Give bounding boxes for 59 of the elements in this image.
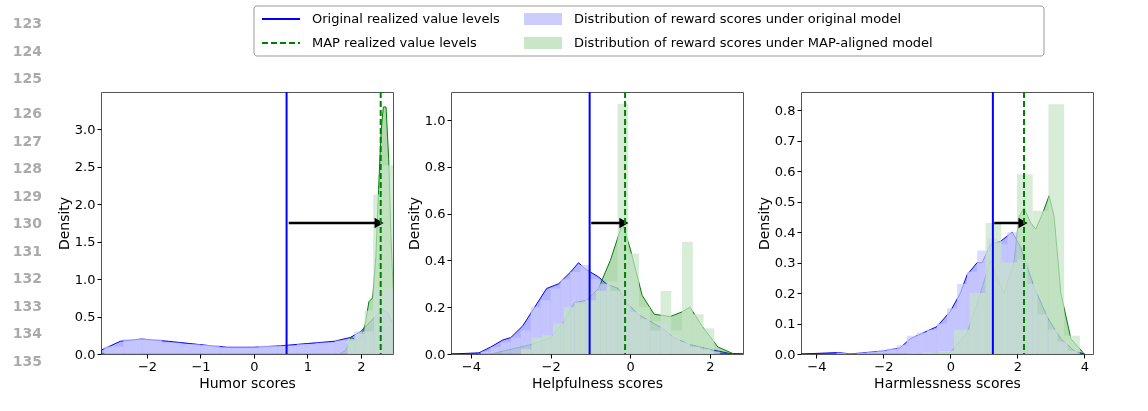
y-tick-label: 2.5	[74, 159, 96, 175]
y-axis-title: Density	[55, 196, 72, 251]
x-axis-title: Harmlessness scores	[874, 374, 1021, 391]
x-tick-label: −1	[191, 358, 211, 374]
text: 127	[12, 132, 42, 149]
y-tick-label: 0.6	[774, 163, 796, 179]
x-axis-title: Humor scores	[199, 374, 296, 391]
x-tick-label: 4	[1080, 358, 1089, 374]
y-tick-label: 0.3	[774, 255, 796, 271]
x-tick-label: 2	[357, 358, 366, 374]
text: 130	[12, 215, 43, 231]
legend-label: Distribution of reward scores under original model	[574, 11, 902, 26]
x-tick-label: 2	[706, 358, 715, 374]
text: 135	[12, 352, 42, 369]
y-tick-label: 0.7	[774, 133, 796, 149]
y-tick-label: 0.8	[424, 159, 446, 175]
text: 132	[12, 270, 42, 286]
x-tick-label: 1	[303, 358, 313, 374]
x-tick-label: 0	[250, 358, 259, 374]
legend-label: MAP realized value levels	[312, 35, 478, 50]
x-tick-label: 0	[626, 358, 635, 374]
y-tick-label: 0.4	[424, 252, 446, 268]
text: 134	[12, 325, 43, 341]
text: 128	[12, 160, 42, 176]
text: 133	[12, 297, 42, 314]
x-axis-title: Helpfulness scores	[531, 374, 664, 391]
y-axis-title: Density	[405, 196, 422, 251]
y-tick-label: 0.0	[74, 346, 96, 362]
legend-label: Original realized value levels	[312, 11, 501, 26]
y-tick-label: 0.0	[424, 346, 446, 362]
y-tick-label: 0.6	[424, 206, 446, 222]
y-tick-label: 0.5	[774, 194, 796, 210]
x-tick-label: 0	[946, 358, 955, 374]
y-tick-label: 0.2	[424, 299, 446, 315]
text: 126	[12, 105, 42, 121]
text: 125	[12, 70, 42, 86]
y-tick-label: 0.4	[774, 224, 796, 240]
x-tick-label: −4	[807, 358, 827, 374]
y-axis-title: Density	[755, 196, 772, 251]
x-tick-label: −4	[461, 358, 481, 374]
y-tick-label: 0.2	[774, 285, 796, 301]
x-tick-label: 2	[1013, 358, 1022, 374]
y-tick-label: 1.5	[74, 234, 96, 250]
text: 123	[12, 15, 42, 31]
text: 124	[12, 42, 43, 59]
x-tick-label: −2	[541, 358, 561, 374]
text: 129	[12, 187, 42, 204]
x-tick-label: −2	[874, 358, 894, 374]
y-tick-label: 0.1	[774, 316, 796, 332]
y-tick-label: 0.5	[74, 309, 96, 325]
y-tick-label: 2.0	[74, 196, 96, 212]
y-tick-label: 0.0	[774, 346, 796, 362]
y-tick-label: 0.8	[774, 102, 796, 118]
y-tick-label: 3.0	[74, 121, 96, 137]
legend-label: Distribution of reward scores under MAP-aligned model	[574, 35, 933, 50]
y-tick-label: 1.0	[424, 112, 446, 128]
y-tick-label: 1.0	[74, 271, 96, 287]
text: 131	[12, 242, 42, 259]
x-tick-label: −2	[137, 358, 158, 374]
